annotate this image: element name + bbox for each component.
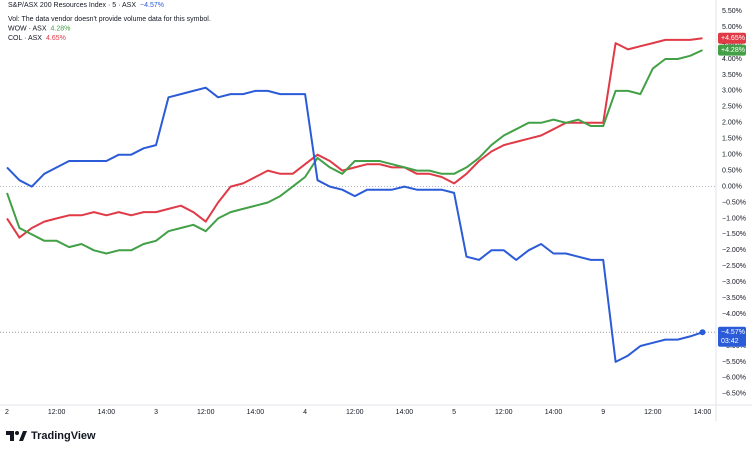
price-badge-label: +4.28% — [721, 47, 745, 54]
brand-logo: TradingView — [6, 430, 96, 442]
x-tick-label: 12:00 — [495, 409, 513, 416]
y-tick-label: 2.50% — [722, 104, 742, 111]
y-tick-label: 5.50% — [722, 8, 742, 15]
legend-name: COL · ASX — [8, 35, 42, 42]
y-tick-label: 3.50% — [722, 72, 742, 79]
x-tick-label: 9 — [601, 409, 605, 416]
x-tick-label: 12:00 — [644, 409, 662, 416]
y-tick-label: 5.00% — [722, 24, 742, 31]
legend-entry: COL · ASX 4.65% — [8, 35, 66, 42]
y-tick-label: −1.00% — [722, 215, 746, 222]
y-tick-label: 1.50% — [722, 136, 742, 143]
x-tick-label: 14:00 — [98, 409, 116, 416]
price-badge — [718, 326, 746, 347]
logo-dot — [15, 431, 19, 435]
x-tick-label: 14:00 — [396, 409, 414, 416]
y-tick-label: −2.50% — [722, 263, 746, 270]
x-tick-label: 14:00 — [247, 409, 265, 416]
legend-value: 4.28% — [51, 25, 71, 32]
series-line — [6, 49, 703, 255]
x-tick-label: 2 — [5, 409, 9, 416]
y-tick-label: −0.50% — [722, 199, 746, 206]
legend-entry: WOW · ASX 4.28% — [8, 25, 70, 32]
legend-value: −4.57% — [140, 2, 164, 9]
x-tick-label: 14:00 — [694, 409, 712, 416]
legend-entry: S&P/ASX 200 Resources Index · 5 · ASX −4.… — [8, 2, 164, 9]
y-tick-label: −3.00% — [722, 279, 746, 286]
x-tick-label: 14:00 — [545, 409, 563, 416]
y-tick-label: −1.50% — [722, 231, 746, 238]
y-tick-label: 0.50% — [722, 167, 742, 174]
y-tick-label: 1.00% — [722, 152, 742, 159]
y-tick-label: −3.50% — [722, 295, 746, 302]
volume-note: Vol: The data vendor doesn't provide vol… — [8, 16, 211, 23]
y-tick-label: −6.50% — [722, 391, 746, 398]
x-tick-label: 4 — [303, 409, 307, 416]
x-tick-label: 12:00 — [197, 409, 215, 416]
legend-name: WOW · ASX — [8, 25, 47, 32]
x-tick-label: 12:00 — [346, 409, 364, 416]
y-tick-label: −4.00% — [722, 311, 746, 318]
logo-mark — [6, 431, 14, 441]
logo-mark — [19, 431, 27, 441]
legend-value: 4.65% — [46, 35, 66, 42]
y-tick-label: 3.00% — [722, 88, 742, 95]
price-badge — [718, 44, 746, 56]
x-tick-label: 12:00 — [48, 409, 66, 416]
last-point — [699, 329, 706, 336]
price-badge — [718, 32, 746, 44]
price-badge-label: −4.57% — [721, 329, 745, 336]
x-tick-label: 3 — [154, 409, 158, 416]
y-tick-label: −2.00% — [722, 247, 746, 254]
price-badge-label: +4.65% — [721, 35, 745, 42]
y-tick-label: 0.00% — [722, 183, 742, 190]
brand-name: TradingView — [31, 430, 96, 442]
legend-name: S&P/ASX 200 Resources Index · 5 · ASX — [8, 2, 136, 9]
x-tick-label: 5 — [452, 409, 456, 416]
y-tick-label: −5.50% — [722, 359, 746, 366]
y-tick-label: 4.00% — [722, 56, 742, 63]
countdown-label: 03:42 — [721, 338, 739, 345]
series-line — [6, 86, 703, 363]
y-tick-label: 2.00% — [722, 120, 742, 127]
y-tick-label: −6.00% — [722, 375, 746, 382]
